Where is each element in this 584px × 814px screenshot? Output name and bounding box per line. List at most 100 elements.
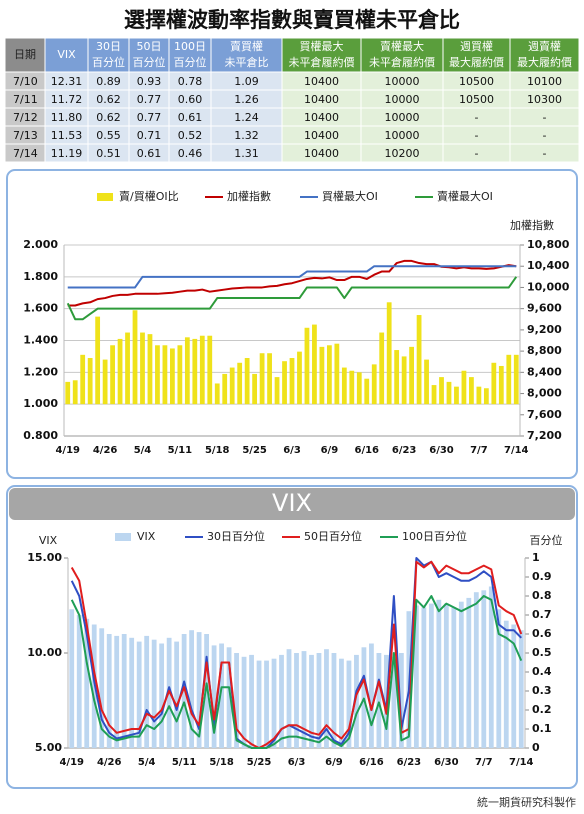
bar [196,632,202,748]
table-cell-text: 10400 [304,111,339,124]
bar [319,346,325,405]
table-header-text: 賣權最大 [380,39,424,53]
x-tick-label: 6/30 [429,445,454,456]
table-header-text: 100日 [174,40,206,53]
table-cell-text: 10400 [304,93,339,106]
bar [511,624,517,748]
table-cell-text: 0.52 [178,129,203,142]
bar [461,370,467,405]
bar [110,345,115,405]
bar [481,590,487,748]
bar [267,353,272,405]
y2-axis-label: 百分位 [530,533,563,547]
bar [431,385,437,405]
bar [421,607,427,748]
x-tick-label: 6/9 [321,445,339,456]
table-header-text: 最大履約價 [517,55,572,69]
table-header-cell [281,37,362,73]
bar [140,332,145,405]
bar [147,334,153,405]
legend-label: 加權指數 [227,189,271,203]
table-cell-text: - [475,147,479,160]
bar [177,345,183,405]
table-header-text: 週賣權 [528,39,561,53]
bar [436,599,442,748]
y2-tick-label: 9,600 [527,302,562,315]
table-cell-text: 12.31 [51,75,83,88]
legend-label: 賣/買權OI比 [119,189,179,203]
bar [229,367,235,405]
panel-header [9,488,575,520]
y-tick-label: 2.000 [23,238,58,251]
x-tick-label: 6/16 [354,445,379,456]
bar [129,637,135,748]
bar [428,603,434,748]
table-cell-text: 1.26 [234,93,259,106]
x-tick-label: 6/23 [392,445,417,456]
bar [249,654,254,748]
y-tick-label: 1.600 [23,302,58,315]
bar [488,586,494,748]
bar [184,337,190,405]
x-tick-label: 5/4 [138,757,156,768]
bar [356,372,362,405]
x-tick-label: 5/18 [209,757,234,768]
bar [170,348,175,405]
table-header-cell [509,37,580,73]
table-header-text: VIX [57,48,76,61]
table-cell-text: 10000 [385,129,420,142]
bar [326,345,332,405]
y2-tick-label: 10,400 [527,259,570,272]
table-cell-text: - [543,129,547,142]
x-tick-label: 7/7 [470,445,488,456]
bar [331,653,337,748]
bar [386,302,392,405]
table-cell-text: 7/13 [13,129,38,142]
table-cell-text: 0.55 [96,129,121,142]
bar [244,358,250,405]
bar [87,358,93,405]
y2-tick-label: 0 [532,741,540,754]
y-tick-label: 1.400 [23,334,58,347]
bar [84,618,90,748]
bar [159,643,165,748]
table-cell-text: 1.09 [234,75,259,88]
y2-tick-label: 0.2 [532,703,552,716]
table-cell-text: 10000 [385,93,420,106]
bar [114,635,120,748]
bar [301,651,307,748]
line [70,560,523,749]
bar [252,373,258,405]
bar [222,373,228,405]
line [70,595,523,749]
y2-tick-label: 9,200 [527,323,562,336]
bar [219,643,224,748]
y2-tick-label: 0.6 [532,627,552,640]
table-header-cell [4,37,46,73]
bar [443,603,449,748]
bar [349,370,355,405]
table-cell-text: 7/10 [13,75,38,88]
table-cell-text: 7/14 [13,147,38,160]
y2-tick-label: 10,000 [527,280,570,293]
bar [354,654,359,748]
y-tick-label: 1.800 [23,270,58,283]
bar [346,660,352,748]
bar [312,324,317,405]
bar [226,647,232,748]
bar [473,592,479,748]
x-tick-label: 4/19 [59,757,84,768]
bar [469,377,474,405]
bar [234,653,239,748]
bar [72,380,78,405]
bar [211,645,217,748]
table-cell-text: - [543,111,547,124]
bar [371,364,377,405]
legend-label: 100日百分位 [402,529,467,543]
table-cell-text: 0.77 [137,93,162,106]
table-cell-text: 10400 [304,147,339,160]
table-header-text: 30日 [96,40,121,53]
bar [69,609,75,748]
y2-tick-label: 0.4 [532,665,552,678]
